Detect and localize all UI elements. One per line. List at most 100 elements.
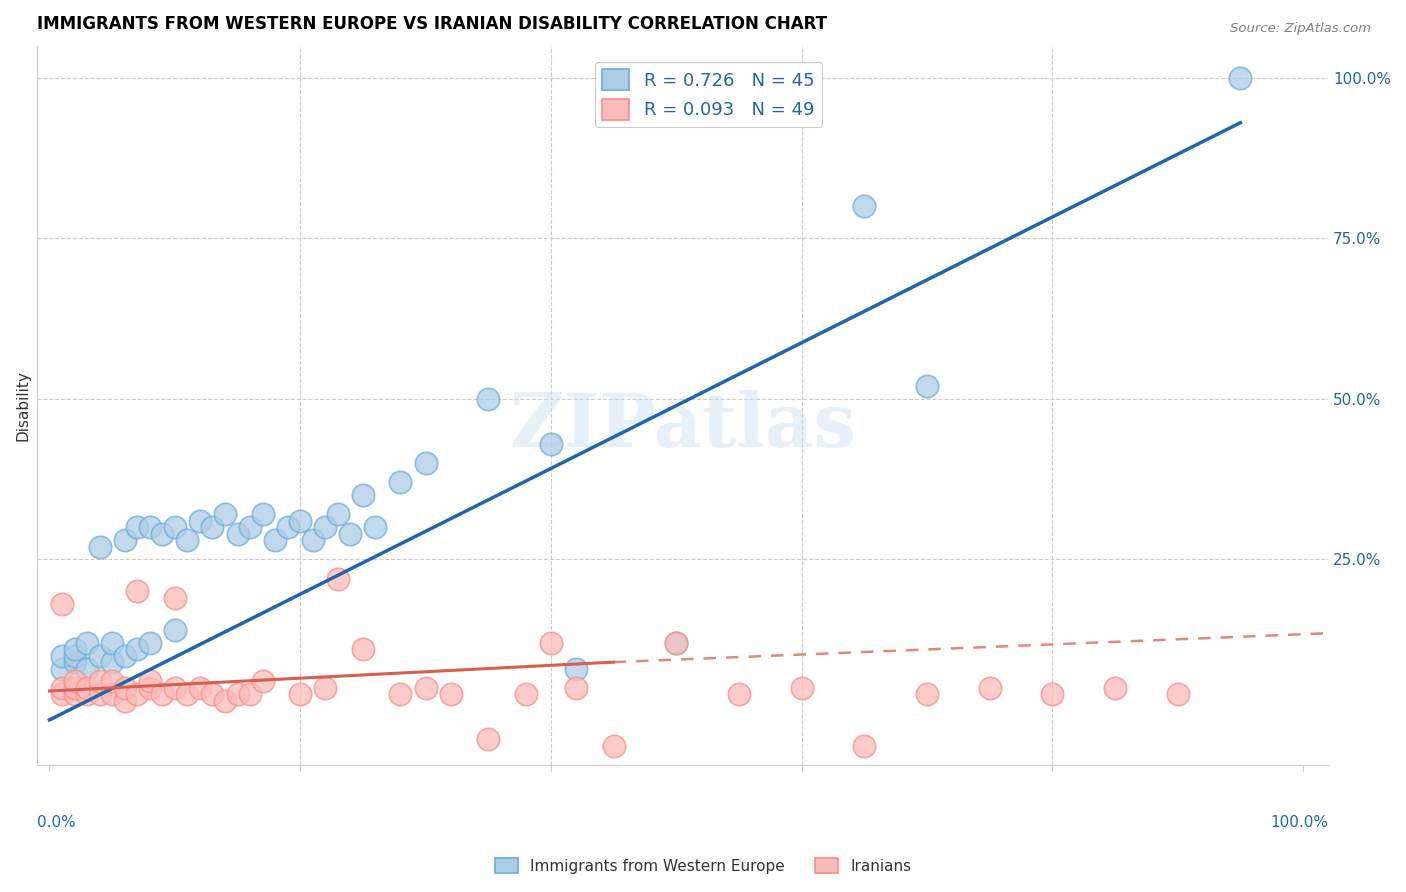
Point <box>63 681 86 695</box>
Point <box>565 661 588 675</box>
Point <box>389 475 412 490</box>
Point <box>301 533 323 548</box>
Point <box>176 687 198 701</box>
Point <box>1229 70 1251 85</box>
Point <box>415 456 437 470</box>
Point <box>477 392 499 406</box>
Point <box>163 623 186 637</box>
Point <box>127 642 149 657</box>
Point <box>51 648 73 663</box>
Point <box>114 648 136 663</box>
Point <box>150 687 173 701</box>
Point <box>326 508 349 522</box>
Point <box>790 681 813 695</box>
Point <box>114 681 136 695</box>
Point <box>89 540 111 554</box>
Point <box>314 520 336 534</box>
Point <box>127 520 149 534</box>
Point <box>477 732 499 747</box>
Point <box>63 674 86 689</box>
Point <box>602 739 624 753</box>
Point <box>352 642 374 657</box>
Point <box>364 520 387 534</box>
Point <box>290 514 312 528</box>
Point <box>290 687 312 701</box>
Point <box>853 739 876 753</box>
Text: ZIPatlas: ZIPatlas <box>509 391 856 463</box>
Point <box>201 520 224 534</box>
Point <box>440 687 463 701</box>
Point <box>101 687 124 701</box>
Point <box>163 520 186 534</box>
Point <box>277 520 299 534</box>
Point <box>163 591 186 605</box>
Point <box>89 687 111 701</box>
Point <box>665 636 688 650</box>
Point <box>127 687 149 701</box>
Point <box>252 508 274 522</box>
Point <box>239 520 262 534</box>
Point <box>214 508 236 522</box>
Point <box>915 379 938 393</box>
Point <box>201 687 224 701</box>
Point <box>252 674 274 689</box>
Point <box>101 674 124 689</box>
Point <box>214 693 236 707</box>
Point <box>63 655 86 669</box>
Point <box>665 636 688 650</box>
Point <box>76 661 98 675</box>
Point <box>1040 687 1063 701</box>
Point <box>76 681 98 695</box>
Point <box>540 636 562 650</box>
Point <box>389 687 412 701</box>
Point <box>139 674 162 689</box>
Point <box>127 584 149 599</box>
Point <box>728 687 751 701</box>
Point <box>139 520 162 534</box>
Point <box>114 533 136 548</box>
Point <box>114 693 136 707</box>
Point <box>853 199 876 213</box>
Point <box>51 681 73 695</box>
Point <box>226 526 249 541</box>
Text: 100.0%: 100.0% <box>1270 815 1329 830</box>
Point <box>565 681 588 695</box>
Point <box>150 526 173 541</box>
Point <box>139 636 162 650</box>
Point <box>226 687 249 701</box>
Point <box>415 681 437 695</box>
Point <box>326 572 349 586</box>
Point <box>1167 687 1189 701</box>
Point <box>915 687 938 701</box>
Point <box>314 681 336 695</box>
Point <box>51 661 73 675</box>
Point <box>101 636 124 650</box>
Point <box>163 681 186 695</box>
Text: IMMIGRANTS FROM WESTERN EUROPE VS IRANIAN DISABILITY CORRELATION CHART: IMMIGRANTS FROM WESTERN EUROPE VS IRANIA… <box>37 15 827 33</box>
Point <box>51 597 73 611</box>
Point <box>515 687 537 701</box>
Point <box>979 681 1001 695</box>
Point <box>89 674 111 689</box>
Text: Source: ZipAtlas.com: Source: ZipAtlas.com <box>1230 22 1371 36</box>
Point <box>176 533 198 548</box>
Point <box>239 687 262 701</box>
Y-axis label: Disability: Disability <box>15 370 30 441</box>
Point <box>51 687 73 701</box>
Legend: R = 0.726   N = 45, R = 0.093   N = 49: R = 0.726 N = 45, R = 0.093 N = 49 <box>595 62 821 127</box>
Point <box>139 681 162 695</box>
Point <box>63 642 86 657</box>
Point <box>352 488 374 502</box>
Point <box>63 648 86 663</box>
Point <box>540 437 562 451</box>
Text: 0.0%: 0.0% <box>37 815 76 830</box>
Point <box>188 514 211 528</box>
Point <box>188 681 211 695</box>
Point <box>63 687 86 701</box>
Point <box>76 636 98 650</box>
Point <box>89 648 111 663</box>
Legend: Immigrants from Western Europe, Iranians: Immigrants from Western Europe, Iranians <box>488 852 918 880</box>
Point <box>264 533 287 548</box>
Point <box>339 526 361 541</box>
Point <box>76 687 98 701</box>
